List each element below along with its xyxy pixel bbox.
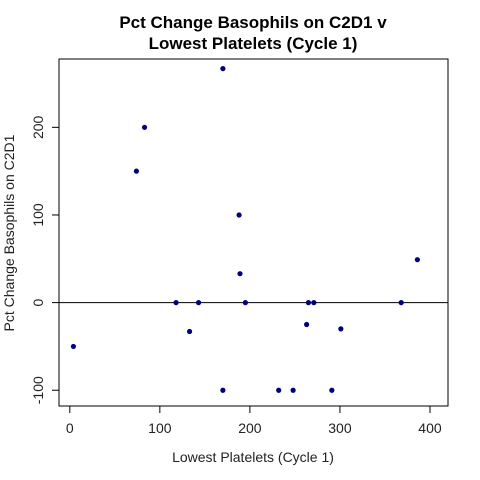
data-point (220, 66, 226, 72)
x-tick-label: 0 (66, 420, 74, 436)
data-point (237, 271, 243, 277)
x-tick-label: 100 (148, 420, 172, 436)
data-point (311, 300, 317, 306)
data-point (276, 387, 282, 393)
data-point (195, 300, 202, 306)
y-tick-label: 100 (30, 203, 46, 227)
data-points (70, 66, 420, 393)
x-tick-label: 200 (238, 420, 262, 436)
x-tick-label: 400 (418, 420, 442, 436)
plot-frame (58, 58, 449, 407)
data-point (220, 387, 226, 393)
y-tick-label: 200 (30, 115, 46, 139)
y-tick-label: -100 (30, 376, 46, 404)
data-point (338, 326, 344, 332)
chart-title-line-1: Pct Change Basophils on C2D1 v (119, 13, 387, 32)
data-point (133, 168, 140, 174)
data-point (398, 300, 404, 306)
chart-title-line-2: Lowest Platelets (Cycle 1) (149, 34, 358, 53)
data-point (329, 387, 335, 393)
y-axis: -100 0 100 200 (30, 115, 59, 404)
x-axis-label: Lowest Platelets (Cycle 1) (172, 449, 334, 465)
data-point (186, 328, 193, 335)
data-point (236, 212, 242, 218)
data-point (70, 343, 77, 350)
y-tick-label: 0 (30, 298, 46, 306)
data-point (304, 321, 310, 328)
data-point (242, 300, 248, 306)
data-point (290, 387, 296, 393)
data-point (305, 300, 312, 306)
data-point (414, 257, 420, 263)
x-axis: 0 100 200 300 400 (66, 406, 442, 436)
data-point (141, 124, 148, 130)
y-axis-label: Pct Change Basophils on C2D1 (1, 134, 17, 331)
data-point (173, 300, 179, 306)
x-tick-label: 300 (328, 420, 352, 436)
